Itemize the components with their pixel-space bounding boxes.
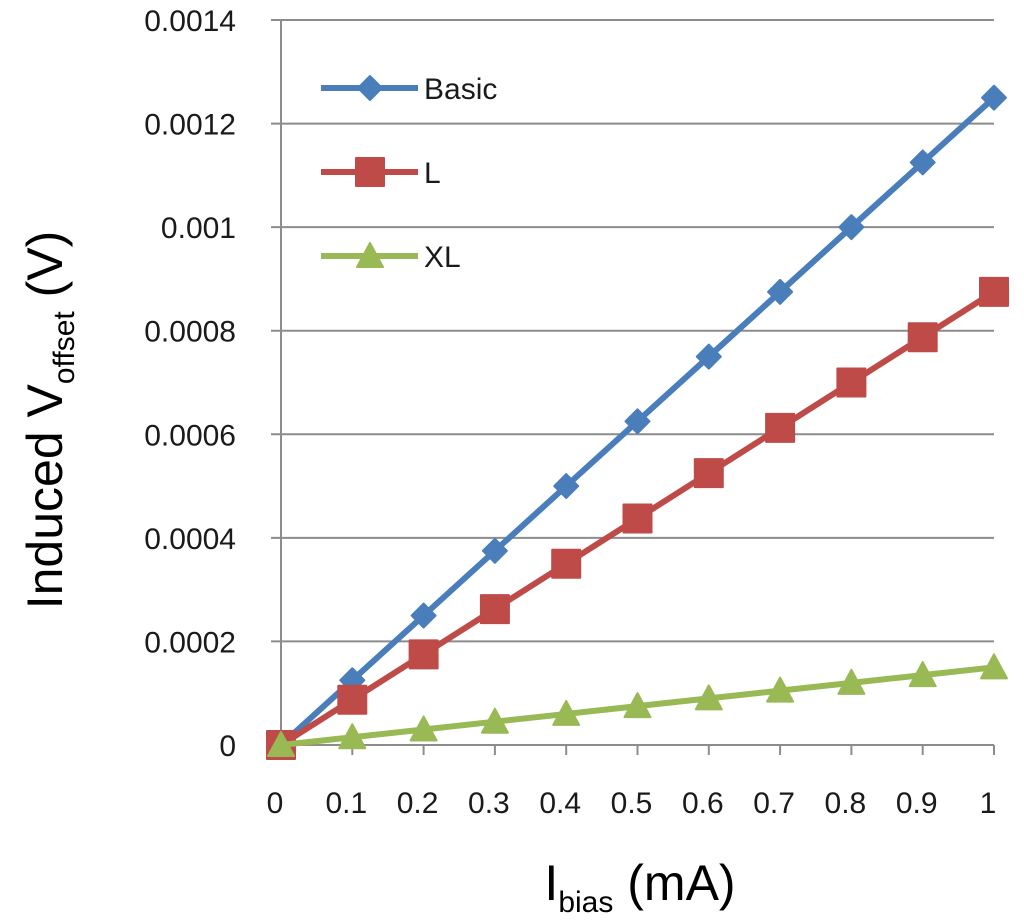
data-point: [693, 458, 724, 489]
y-tick-label: 0: [219, 730, 236, 763]
data-point: [767, 278, 794, 305]
y-tick-label: 0.0012: [144, 109, 236, 142]
y-tick-label: 0.0006: [144, 419, 236, 452]
legend-entry: XL: [321, 241, 461, 274]
data-point: [551, 548, 582, 579]
data-point: [909, 149, 936, 176]
y-axis-title-sub: offset: [48, 311, 81, 384]
y-axis-title: Induced Voffset (V): [17, 231, 81, 610]
data-point: [979, 276, 1009, 307]
data-point: [481, 537, 508, 564]
data-point: [981, 84, 1007, 111]
data-point: [836, 367, 867, 398]
y-tick-label: 0.0004: [144, 523, 236, 556]
data-point: [408, 639, 439, 670]
data-point: [624, 408, 651, 435]
x-axis-title-sub: bias: [558, 886, 613, 919]
data-point: [694, 684, 723, 711]
data-point: [980, 653, 1008, 680]
x-tick-label: 0.8: [825, 787, 867, 820]
legend-label: XL: [424, 241, 461, 274]
axes: [280, 20, 994, 746]
series-l: [266, 276, 1009, 760]
x-tick-label: 0: [267, 787, 284, 820]
data-point: [553, 473, 580, 500]
data-point: [410, 602, 437, 629]
series-group: [266, 84, 1009, 760]
data-point: [552, 699, 581, 726]
y-tick-label: 0.0014: [144, 5, 236, 38]
x-tick-label: 0.3: [468, 787, 510, 820]
x-axis-title: Ibias (mA): [544, 855, 735, 919]
data-point: [623, 692, 652, 719]
x-tick-label: 0.1: [325, 787, 367, 820]
data-point: [409, 715, 438, 742]
y-tick-label: 0.001: [161, 212, 236, 245]
x-tick-label: 0.6: [682, 787, 724, 820]
gridlines: [271, 19, 994, 746]
data-point: [765, 412, 796, 443]
data-point: [480, 707, 509, 734]
data-point: [338, 723, 367, 750]
data-point: [766, 676, 795, 703]
data-point: [908, 661, 937, 688]
legend-label: Basic: [424, 73, 497, 106]
x-tick-labels: 0 0.1 0.2 0.3 0.4 0.5 0.6 0.7 0.8 0.9 1: [267, 745, 997, 820]
y-axis-title-main: Induced V: [17, 383, 73, 609]
y-tick-label: 0.0008: [144, 316, 236, 349]
x-axis-title-main: I: [544, 855, 558, 911]
series-xl: [267, 653, 1008, 757]
legend-marker: [356, 242, 384, 268]
x-tick-label: 0.9: [896, 787, 938, 820]
data-point: [479, 594, 510, 625]
data-point: [837, 668, 866, 695]
data-point: [838, 214, 865, 241]
data-point: [695, 343, 722, 370]
data-point: [907, 322, 938, 353]
y-axis-title-rest: (V): [17, 231, 73, 312]
x-tick-label: 0.7: [753, 787, 795, 820]
data-point: [622, 503, 653, 534]
legend-marker: [357, 75, 383, 101]
x-axis-title-rest: (mA): [613, 855, 735, 911]
x-tick-label: 1: [980, 787, 997, 820]
legend: Basic L XL: [321, 73, 497, 274]
data-point: [337, 684, 368, 715]
x-tick-label: 0.5: [611, 787, 653, 820]
y-tick-labels: 0 0.0002 0.0004 0.0006 0.0008 0.001 0.0012 0.00…: [144, 5, 236, 763]
legend-label: L: [424, 157, 441, 190]
legend-marker: [355, 157, 385, 187]
legend-entry: L: [321, 157, 441, 190]
legend-entry: Basic: [321, 73, 497, 106]
x-tick-label: 0.4: [539, 787, 581, 820]
data-point: [267, 731, 295, 757]
y-tick-label: 0.0002: [144, 626, 236, 659]
x-tick-label: 0.2: [397, 787, 439, 820]
